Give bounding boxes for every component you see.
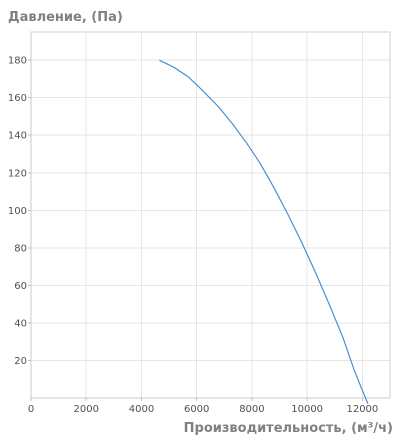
x-tick-label: 8000	[239, 404, 264, 415]
y-tick-label: 60	[14, 281, 27, 292]
grid	[31, 32, 390, 398]
x-tick-label: 10000	[291, 404, 323, 415]
y-tick-label: 100	[8, 206, 27, 217]
y-tick-label: 160	[8, 93, 27, 104]
x-tick-label: 6000	[184, 404, 209, 415]
x-axis-label: Производительность, (м³/ч)	[184, 421, 393, 436]
y-tick-label: 140	[8, 131, 27, 142]
x-ticks: 0 2000 4000 6000 8000 10000 12000	[28, 398, 378, 415]
x-tick-label: 2000	[74, 404, 99, 415]
y-ticks: 20 40 60 80 100 120 140 160 180	[8, 56, 31, 367]
x-tick-label: 0	[28, 404, 34, 415]
y-tick-label: 40	[14, 318, 27, 329]
series-line	[159, 59, 369, 404]
y-tick-label: 80	[14, 243, 27, 254]
x-tick-label: 4000	[129, 404, 154, 415]
x-tick-label: 12000	[346, 404, 378, 415]
y-tick-label: 180	[8, 56, 27, 67]
plot-frame	[30, 31, 391, 399]
series	[159, 59, 369, 404]
y-tick-label: 20	[14, 356, 27, 367]
y-axis-label: Давление, (Па)	[8, 10, 123, 25]
y-tick-label: 120	[8, 168, 27, 179]
